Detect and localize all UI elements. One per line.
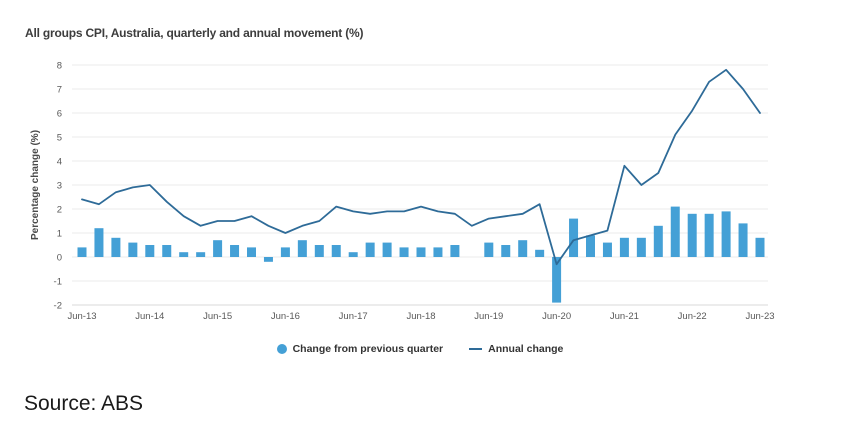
bar-Jun-23[interactable] [755,237,765,257]
bar-Dec-22[interactable] [721,211,731,257]
y-axis-label: Percentage change (%) [30,130,41,240]
bar-Mar-15[interactable] [196,252,206,257]
y-tick-label: -2 [54,301,62,312]
x-tick-label: Jun-19 [474,311,503,322]
bar-Jun-13[interactable] [77,247,87,257]
bar-Dec-20[interactable] [586,235,595,257]
legend-line-icon [469,348,483,350]
bar-Dec-18[interactable] [450,245,460,257]
y-tick-label: 4 [57,157,62,168]
annual-change-line[interactable] [81,68,761,266]
bar-Mar-14[interactable] [128,242,138,257]
legend-label-quarterly-change: Change from previous quarter [292,343,444,355]
x-tick-label: Jun-23 [745,311,774,322]
bar-Dec-19[interactable] [518,240,528,257]
cpi-chart-canvas: 8 7 6 5 4 3 2 1 0 -1 -2 Percentage change (%) Jun-13… [30,61,775,323]
x-tick-label: Jun-17 [339,311,368,322]
bar-Dec-13[interactable] [111,237,121,257]
legend-label-annual-change: Annual change [488,343,564,355]
y-tick-label: 1 [57,229,62,240]
chart-title: All groups CPI, Australia, quarterly and… [25,26,364,40]
y-tick-label: -1 [54,277,62,288]
bar-Sep-20[interactable] [569,218,579,257]
bar-Mar-17[interactable] [331,245,341,257]
bar-Jun-22[interactable] [687,213,697,257]
bar-Jun-20[interactable] [552,257,562,303]
bar-Sep-21[interactable] [636,237,646,257]
bar-Sep-16[interactable] [297,240,307,257]
bar-Mar-16[interactable] [263,257,273,262]
y-tick-label: 6 [57,109,62,120]
legend-item-annual-change[interactable]: Annual change [469,343,563,355]
legend-item-quarterly-change[interactable]: Change from previous quarter [276,343,444,355]
bar-Jun-17[interactable] [348,252,358,257]
x-tick-label: Jun-20 [542,311,571,322]
bar-Dec-17[interactable] [382,242,392,257]
y-tick-label: 7 [57,85,62,96]
bar-Jun-18[interactable] [416,247,426,257]
bar-Sep-18[interactable] [433,247,443,257]
x-tick-label: Jun-14 [135,311,164,322]
bar-Mar-18[interactable] [399,247,409,257]
bar-Jun-21[interactable] [619,237,629,257]
bar-Sep-17[interactable] [365,242,375,257]
bar-Sep-14[interactable] [162,245,172,257]
x-tick-label: Jun-18 [406,311,435,322]
bar-Dec-15[interactable] [247,247,256,257]
bar-Mar-21[interactable] [602,242,612,257]
bar-Sep-13[interactable] [94,228,104,257]
bar-Dec-21[interactable] [653,225,663,257]
bar-Mar-22[interactable] [670,206,680,257]
bar-Jun-15[interactable] [213,240,223,257]
x-tick-label: Jun-21 [610,311,639,322]
y-tick-label: 2 [57,205,62,216]
legend-dot-icon [276,344,287,354]
y-tick-label: 5 [57,133,62,144]
bar-Sep-15[interactable] [230,245,240,257]
x-tick-label: Jun-16 [271,311,300,322]
bar-Jun-14[interactable] [145,245,155,257]
chart-legend: Change from previous quarter Annual chan… [0,343,840,355]
bar-Dec-14[interactable] [179,252,189,257]
bar-Sep-19[interactable] [501,245,511,257]
x-tick-label: Jun-13 [67,311,96,322]
bar-Sep-22[interactable] [704,213,714,257]
bar-Dec-16[interactable] [314,245,324,257]
bar-Jun-19[interactable] [484,242,494,257]
bar-Mar-23[interactable] [738,223,748,257]
y-tick-label: 8 [57,61,62,72]
bar-Jun-16[interactable] [280,247,290,257]
y-tick-label: 0 [57,253,62,264]
bar-Mar-20[interactable] [535,249,545,257]
x-tick-label: Jun-22 [678,311,707,322]
source-attribution: Source: ABS [24,392,144,415]
x-tick-label: Jun-15 [203,311,232,322]
y-tick-label: 3 [57,181,62,192]
